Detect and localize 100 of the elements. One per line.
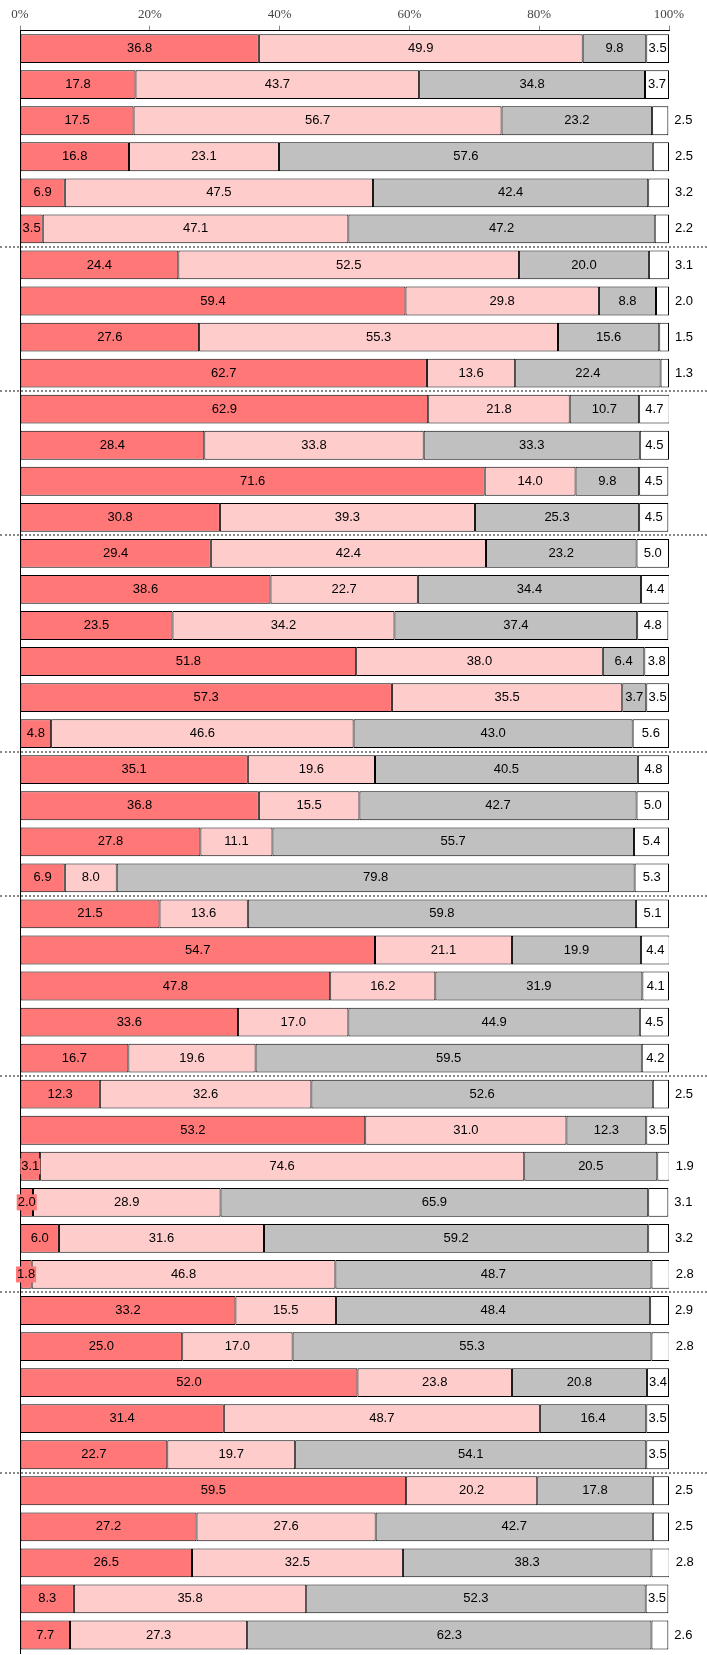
data-label: 52.6 — [469, 1085, 495, 1101]
data-label: 9.8 — [598, 472, 617, 488]
data-label: 43.7 — [264, 76, 290, 92]
data-label: 31.6 — [148, 1229, 175, 1245]
data-label: 2.5 — [674, 112, 693, 128]
data-label: 43.0 — [480, 725, 506, 741]
data-label: 22.7 — [331, 581, 357, 596]
data-label: 54.7 — [185, 941, 211, 957]
data-label: 47.1 — [182, 220, 209, 236]
data-label: 62.7 — [211, 364, 237, 380]
data-label: 19.7 — [218, 1446, 244, 1462]
data-label: 4.2 — [646, 1049, 665, 1065]
data-label: 38.6 — [132, 581, 159, 596]
data-label: 59.8 — [429, 905, 455, 921]
data-label: 27.6 — [273, 1518, 299, 1534]
data-label: 15.6 — [595, 328, 622, 344]
data-label: 5.1 — [643, 905, 662, 921]
data-label: 56.7 — [304, 112, 331, 128]
data-label: 33.6 — [116, 1013, 142, 1029]
data-label: 22.4 — [575, 364, 601, 380]
data-label: 20.8 — [566, 1374, 593, 1390]
data-label: 2.0 — [675, 292, 694, 308]
data-label: 48.4 — [480, 1302, 506, 1318]
data-label: 23.2 — [564, 112, 590, 128]
data-label: 11.1 — [224, 833, 249, 849]
data-label: 57.3 — [193, 689, 219, 705]
data-label: 6.9 — [33, 184, 52, 200]
data-label: 16.2 — [370, 977, 396, 993]
data-label: 13.6 — [191, 905, 217, 921]
data-label: 4.8 — [644, 761, 663, 777]
data-label: 19.6 — [298, 761, 325, 777]
x-tick-label: 0% — [11, 6, 29, 22]
data-label: 33.3 — [519, 436, 545, 452]
data-label: 3.2 — [675, 184, 694, 200]
data-label: 4.4 — [646, 581, 665, 596]
data-label: 21.5 — [77, 905, 103, 921]
data-label: 4.5 — [645, 1013, 664, 1029]
data-label: 42.7 — [501, 1518, 527, 1534]
data-label: 2.8 — [675, 1266, 694, 1282]
data-label: 21.8 — [486, 400, 512, 416]
data-label: 4.1 — [646, 977, 665, 993]
data-label: 3.5 — [648, 1446, 667, 1462]
x-tick-label: 100% — [653, 6, 685, 22]
data-label: 29.8 — [489, 292, 515, 308]
data-label: 12.3 — [47, 1085, 73, 1101]
data-label: 55.7 — [440, 833, 466, 849]
data-label: 23.8 — [422, 1374, 448, 1390]
data-label: 55.3 — [459, 1338, 485, 1354]
data-label: 2.8 — [675, 1554, 694, 1570]
data-label: 30.8 — [107, 508, 133, 524]
data-label: 5.0 — [643, 797, 662, 813]
data-label: 17.8 — [65, 76, 91, 92]
data-label: 4.5 — [644, 508, 663, 524]
data-label: 31.9 — [526, 977, 552, 993]
data-label: 5.4 — [642, 833, 661, 849]
data-label: 38.0 — [466, 653, 493, 669]
data-label: 29.4 — [103, 544, 129, 560]
data-label: 2.6 — [674, 1626, 693, 1642]
data-label: 23.2 — [548, 544, 574, 560]
data-label: 16.8 — [62, 148, 88, 164]
data-label: 17.5 — [64, 112, 90, 128]
data-label: 4.5 — [644, 472, 663, 488]
data-label: 27.8 — [97, 833, 124, 849]
data-label: 47.2 — [488, 220, 515, 236]
data-label: 1.5 — [675, 328, 694, 344]
data-label: 27.6 — [97, 328, 123, 344]
data-label: 3.5 — [648, 40, 667, 56]
data-label: 3.7 — [647, 76, 667, 92]
data-label: 2.8 — [675, 1338, 694, 1354]
data-label: 3.8 — [647, 653, 666, 669]
data-label: 40.5 — [493, 761, 520, 777]
data-label: 3.1 — [21, 1157, 40, 1173]
data-label: 14.0 — [517, 472, 543, 488]
data-label: 52.5 — [336, 256, 362, 272]
data-label: 65.9 — [421, 1193, 448, 1209]
data-label: 8.3 — [38, 1590, 57, 1606]
data-label: 2.0 — [17, 1193, 36, 1209]
data-label: 20.5 — [578, 1157, 604, 1173]
data-label: 35.8 — [177, 1590, 203, 1606]
data-label: 62.3 — [436, 1626, 462, 1642]
data-label: 59.5 — [200, 1482, 226, 1498]
data-label: 19.9 — [563, 941, 590, 957]
x-tick-label: 20% — [137, 6, 162, 22]
data-label: 8.8 — [618, 292, 637, 308]
data-label: 71.6 — [239, 472, 266, 488]
data-label: 47.8 — [162, 977, 189, 993]
data-label: 3.4 — [648, 1374, 668, 1390]
data-label: 2.5 — [675, 1518, 694, 1534]
data-label: 57.6 — [453, 148, 479, 164]
data-label: 31.4 — [109, 1410, 135, 1426]
data-label: 3.5 — [648, 1121, 667, 1137]
data-label: 39.3 — [334, 508, 361, 524]
data-label: 1.3 — [675, 364, 694, 380]
data-label: 2.5 — [675, 1482, 694, 1498]
data-label: 3.7 — [625, 689, 644, 705]
data-label: 4.8 — [643, 617, 662, 633]
data-label: 42.4 — [497, 184, 524, 200]
data-label: 20.2 — [459, 1482, 485, 1498]
x-tick-label: 40% — [267, 6, 292, 22]
data-label: 4.5 — [645, 436, 664, 452]
